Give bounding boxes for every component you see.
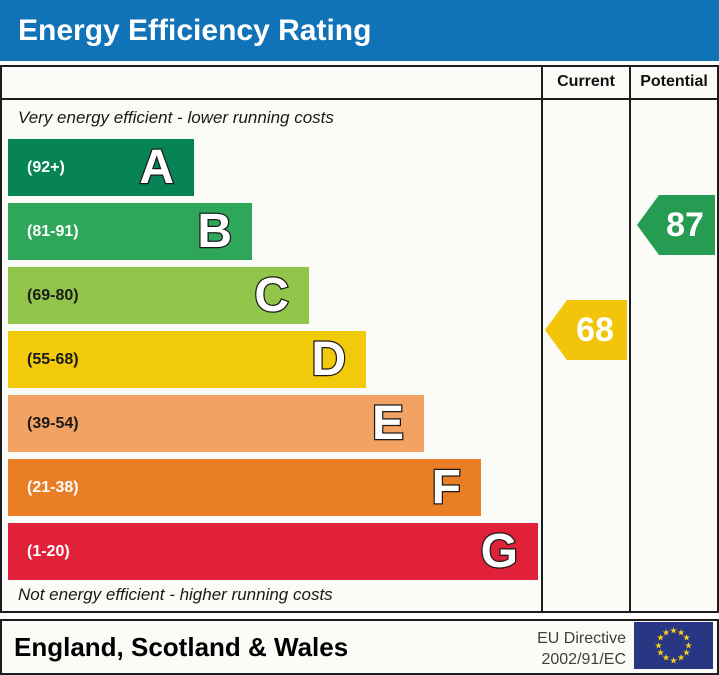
eu-flag-star: ★	[656, 647, 665, 658]
band-range-label: (55-68)	[27, 350, 79, 368]
eu-directive-line2: 2002/91/EC	[541, 651, 626, 668]
band-range-label: (81-91)	[27, 222, 79, 240]
band-letter: A	[138, 140, 175, 194]
band-letter: F	[430, 460, 462, 514]
current-column-header: Current	[557, 72, 615, 90]
bottom-note: Not energy efficient - higher running co…	[18, 585, 333, 604]
band-range-label: (21-38)	[27, 478, 79, 496]
header-row-divider	[0, 98, 719, 100]
band-c: (69-80) C	[8, 267, 309, 324]
band-letter: D	[310, 332, 347, 386]
band-letter: G	[479, 524, 519, 578]
eu-flag-star: ★	[682, 632, 691, 643]
eu-flag-star: ★	[654, 640, 663, 650]
current-rating-value: 68	[576, 310, 614, 349]
footer-frame	[0, 619, 719, 675]
eu-flag-star: ★	[682, 647, 691, 658]
eu-flag-star: ★	[676, 627, 686, 637]
band-range-label: (92+)	[27, 158, 65, 176]
band-d: (55-68) D	[8, 331, 366, 388]
band-b: (81-91) B	[8, 203, 252, 260]
band-g: (1-20) G	[8, 523, 538, 580]
eu-flag-star: ★	[669, 655, 678, 665]
top-note: Very energy efficient - lower running co…	[18, 108, 334, 127]
band-range-label: (69-80)	[27, 286, 79, 304]
eu-directive-line1: EU Directive	[537, 630, 626, 647]
band-a: (92+) A	[8, 139, 194, 196]
eu-flag-star: ★	[676, 652, 686, 663]
column-divider-current	[541, 65, 543, 613]
eu-flag-star: ★	[656, 632, 665, 643]
band-range-label: (39-54)	[27, 414, 79, 432]
eu-directive-label: EU Directive 2002/91/EC	[470, 628, 626, 670]
page-title: Energy Efficiency Rating	[18, 13, 372, 47]
band-letter: B	[196, 204, 233, 258]
footer-region-label: England, Scotland & Wales	[14, 631, 349, 662]
potential-rating-value: 87	[666, 205, 704, 244]
eu-flag-star: ★	[684, 640, 693, 650]
eu-flag-star: ★	[661, 652, 671, 663]
title-banner: Energy Efficiency Rating	[0, 0, 719, 61]
band-f: (21-38) F	[8, 459, 481, 516]
band-letter: E	[371, 396, 406, 450]
potential-column-header: Potential	[640, 72, 708, 90]
band-e: (39-54) E	[8, 395, 424, 452]
eu-flag-star: ★	[661, 627, 671, 637]
column-divider-potential	[629, 65, 631, 613]
eu-flag-icon: ★ ★ ★ ★ ★ ★ ★ ★ ★ ★ ★ ★	[634, 622, 713, 669]
band-letter: C	[253, 268, 290, 322]
eu-flag-star: ★	[669, 625, 678, 635]
band-range-label: (1-20)	[27, 542, 70, 560]
